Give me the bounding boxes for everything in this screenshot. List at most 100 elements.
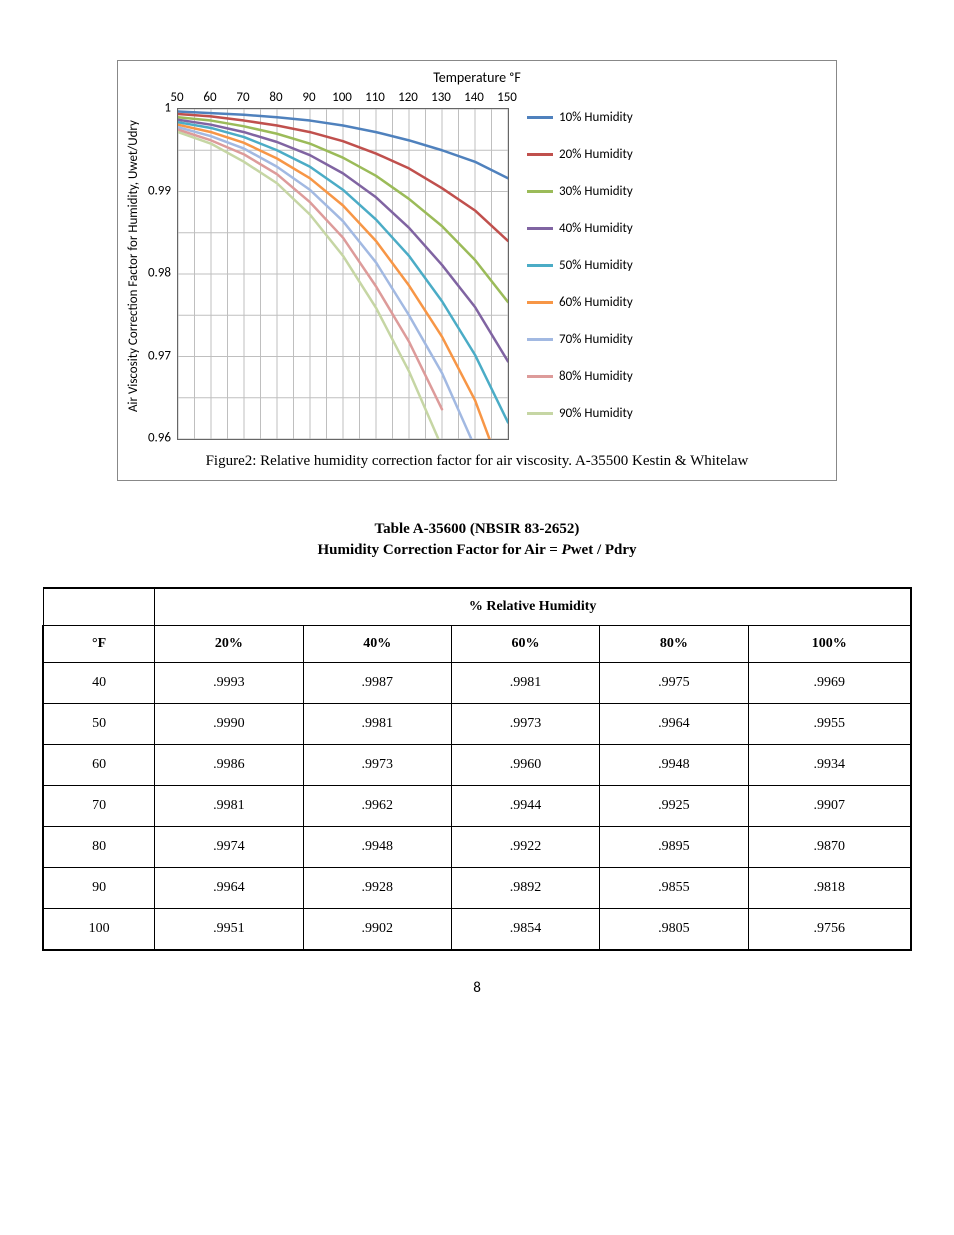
legend-item: 30% Humidity — [527, 184, 633, 199]
legend-swatch — [527, 375, 553, 378]
x-tick: 100 — [332, 90, 352, 105]
table-cell: .9974 — [155, 827, 303, 868]
table-cell: .9981 — [451, 663, 599, 704]
y-tick: 0.97 — [148, 348, 171, 363]
y-tick: 0.98 — [148, 266, 171, 281]
humidity-chart: Temperature ᵒF Air Viscosity Correction … — [117, 60, 837, 481]
chart-y-ticks: 10.990.980.970.96 — [141, 108, 177, 438]
table-cell: .9964 — [155, 868, 303, 909]
legend-label: 40% Humidity — [559, 221, 633, 236]
table-row: 70.9981.9962.9944.9925.9907 — [43, 786, 911, 827]
chart-y-axis-label: Air Viscosity Correction Factor for Humi… — [124, 90, 141, 443]
table-cell: .9902 — [303, 909, 451, 951]
legend-item: 80% Humidity — [527, 369, 633, 384]
legend-swatch — [527, 338, 553, 341]
table-cell: .9870 — [748, 827, 911, 868]
legend-swatch — [527, 190, 553, 193]
table-cell-temp: 60 — [43, 745, 155, 786]
page-number: 8 — [40, 979, 914, 997]
chart-caption: Figure2: Relative humidity correction fa… — [124, 443, 830, 470]
table-row: 80.9974.9948.9922.9895.9870 — [43, 827, 911, 868]
table-cell: .9756 — [748, 909, 911, 951]
table-column-header: 100% — [748, 626, 911, 663]
legend-label: 80% Humidity — [559, 369, 633, 384]
legend-label: 90% Humidity — [559, 406, 633, 421]
table-column-header: 40% — [303, 626, 451, 663]
table-cell: .9975 — [600, 663, 748, 704]
table-cell: .9922 — [451, 827, 599, 868]
legend-item: 20% Humidity — [527, 147, 633, 162]
legend-swatch — [527, 412, 553, 415]
x-tick: 140 — [464, 90, 484, 105]
table-cell: .9892 — [451, 868, 599, 909]
table-cell: .9951 — [155, 909, 303, 951]
table-cell: .9934 — [748, 745, 911, 786]
table-cell: .9855 — [600, 868, 748, 909]
table-cell: .9981 — [155, 786, 303, 827]
table-cell: .9960 — [451, 745, 599, 786]
table-cell: .9973 — [303, 745, 451, 786]
x-tick: 150 — [497, 90, 517, 105]
table-cell-temp: 50 — [43, 704, 155, 745]
table-cell: .9805 — [600, 909, 748, 951]
table-cell: .9925 — [600, 786, 748, 827]
legend-item: 90% Humidity — [527, 406, 633, 421]
table-cell-temp: 40 — [43, 663, 155, 704]
legend-label: 20% Humidity — [559, 147, 633, 162]
x-tick: 50 — [170, 90, 183, 105]
table-cell: .9944 — [451, 786, 599, 827]
table-column-header: 60% — [451, 626, 599, 663]
table-cell-temp: 70 — [43, 786, 155, 827]
table-row: 60.9986.9973.9960.9948.9934 — [43, 745, 911, 786]
table-cell: .9987 — [303, 663, 451, 704]
y-tick: 1 — [164, 101, 171, 116]
legend-label: 50% Humidity — [559, 258, 633, 273]
y-tick: 0.96 — [148, 431, 171, 446]
table-title-2: Humidity Correction Factor for Air = Pwe… — [40, 542, 914, 559]
table-cell: .9993 — [155, 663, 303, 704]
table-titles: Table A-35600 (NBSIR 83-2652) Humidity C… — [40, 521, 914, 559]
humidity-table: % Relative Humidity°F20%40%60%80%100%40.… — [42, 587, 912, 951]
legend-item: 50% Humidity — [527, 258, 633, 273]
table-cell: .9854 — [451, 909, 599, 951]
table-cell: .9955 — [748, 704, 911, 745]
legend-swatch — [527, 153, 553, 156]
chart-x-ticks: 5060708090100110120130140150 — [177, 90, 507, 108]
legend-item: 10% Humidity — [527, 110, 633, 125]
y-tick: 0.99 — [148, 183, 171, 198]
table-row-header: °F — [43, 626, 155, 663]
table-cell-temp: 80 — [43, 827, 155, 868]
table-column-header: 20% — [155, 626, 303, 663]
legend-swatch — [527, 264, 553, 267]
x-tick: 120 — [398, 90, 418, 105]
table-group-header: % Relative Humidity — [155, 588, 911, 626]
legend-swatch — [527, 227, 553, 230]
legend-label: 30% Humidity — [559, 184, 633, 199]
x-tick: 70 — [236, 90, 249, 105]
legend-label: 70% Humidity — [559, 332, 633, 347]
table-row: 50.9990.9981.9973.9964.9955 — [43, 704, 911, 745]
table-cell: .9962 — [303, 786, 451, 827]
table-cell: .9948 — [303, 827, 451, 868]
legend-item: 70% Humidity — [527, 332, 633, 347]
x-tick: 60 — [203, 90, 216, 105]
table-cell: .9907 — [748, 786, 911, 827]
table-cell: .9928 — [303, 868, 451, 909]
table-row: 40.9993.9987.9981.9975.9969 — [43, 663, 911, 704]
chart-legend: 10% Humidity 20% Humidity 30% Humidity 40% … — [509, 90, 637, 443]
table-row: 90.9964.9928.9892.9855.9818 — [43, 868, 911, 909]
table-cell: .9964 — [600, 704, 748, 745]
legend-swatch — [527, 116, 553, 119]
legend-label: 10% Humidity — [559, 110, 633, 125]
chart-x-axis-title: Temperature ᵒF — [124, 69, 830, 90]
legend-swatch — [527, 301, 553, 304]
table-title-1: Table A-35600 (NBSIR 83-2652) — [40, 521, 914, 538]
table-cell-temp: 100 — [43, 909, 155, 951]
x-tick: 90 — [302, 90, 315, 105]
x-tick: 110 — [365, 90, 385, 105]
table-cell: .9973 — [451, 704, 599, 745]
chart-plot-area — [177, 108, 509, 440]
legend-item: 40% Humidity — [527, 221, 633, 236]
table-cell: .9986 — [155, 745, 303, 786]
legend-item: 60% Humidity — [527, 295, 633, 310]
